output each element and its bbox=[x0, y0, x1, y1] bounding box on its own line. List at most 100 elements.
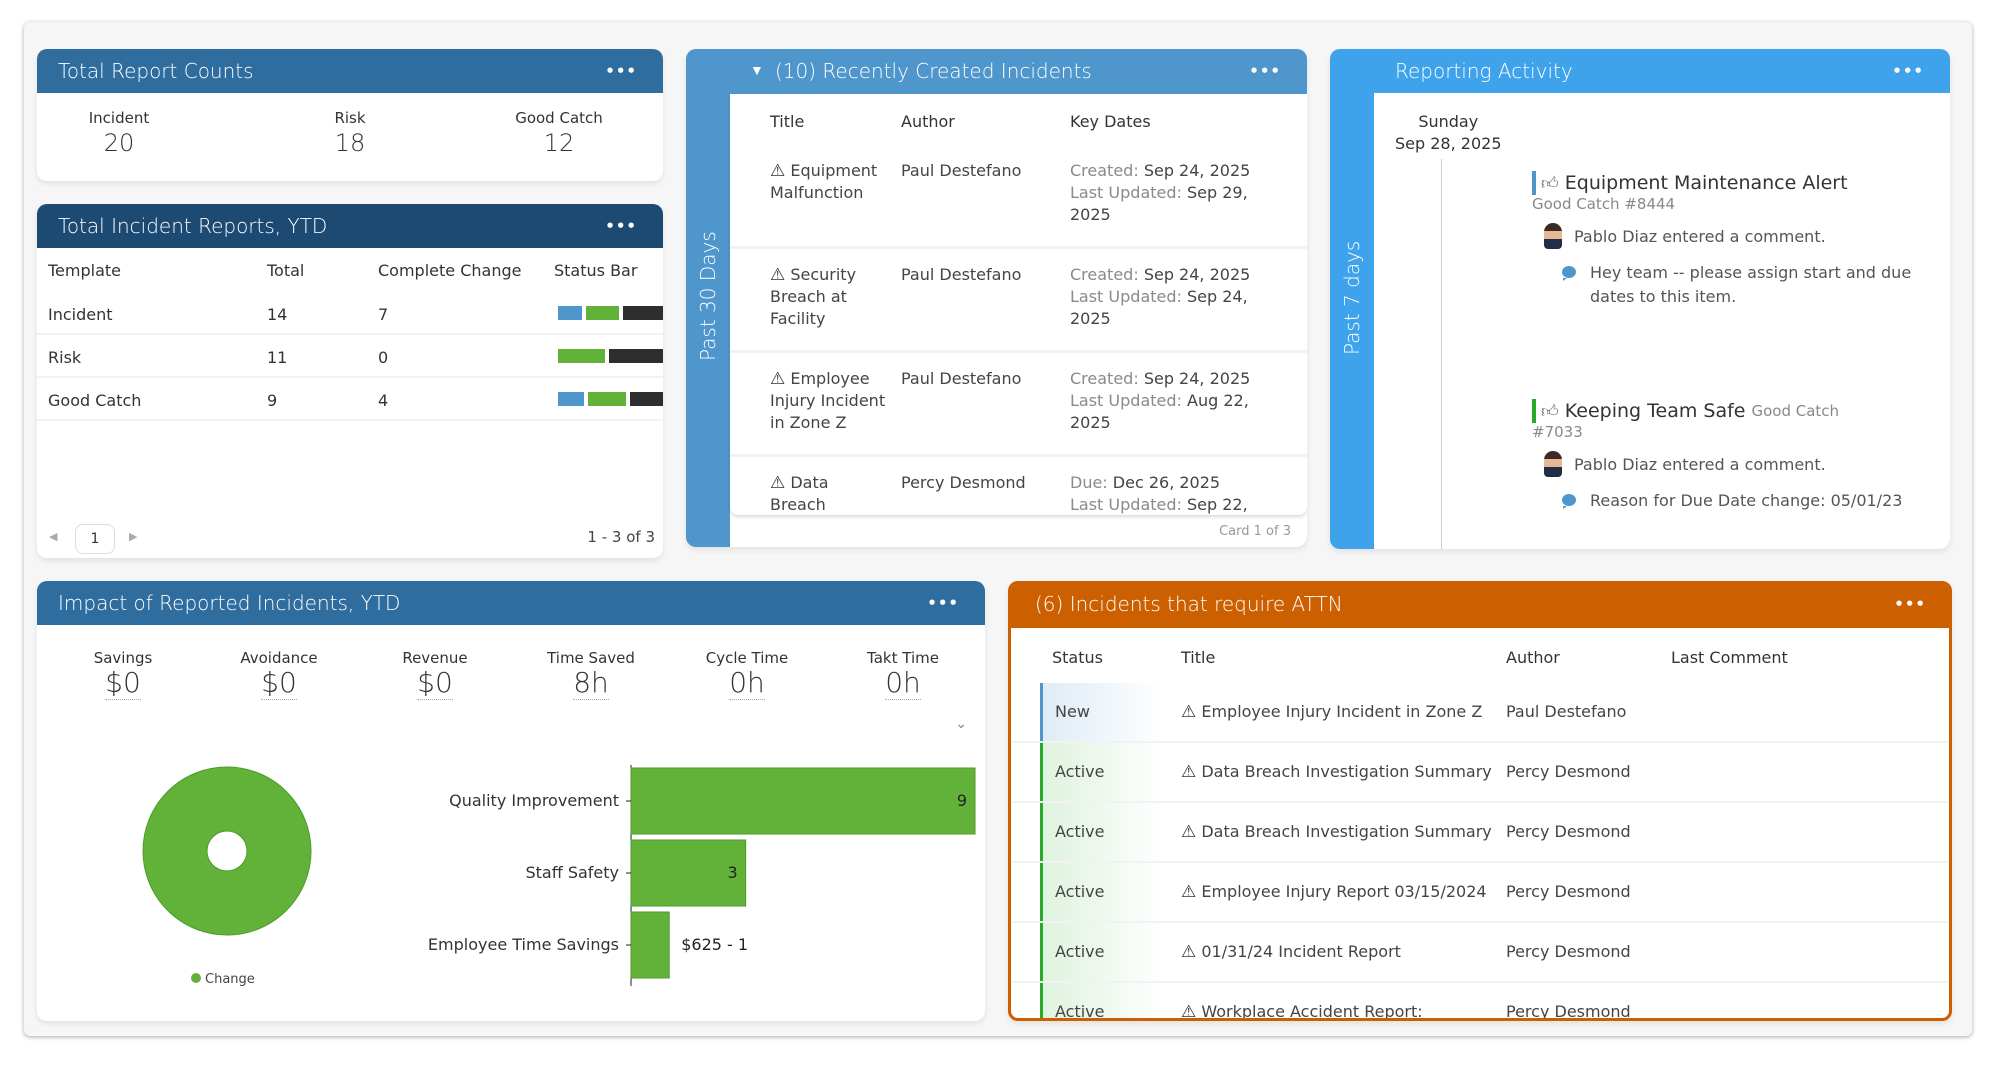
incident-card-row[interactable]: ⚠ Equipment Malfunction Paul Destefano Cre… bbox=[730, 145, 1307, 249]
incident-title[interactable]: ⚠ Security Breach at Facility bbox=[770, 264, 888, 330]
ytd-table: Template Total Complete Change Status Ba… bbox=[37, 248, 663, 421]
table-row[interactable]: Active ⚠ Data Breach Investigation Summar… bbox=[1011, 743, 1949, 803]
panel-header: Total Incident Reports, YTD ••• bbox=[37, 204, 663, 248]
expand-chevron-icon[interactable]: ⌄ bbox=[955, 716, 967, 732]
column-header-total[interactable]: Total bbox=[267, 261, 305, 280]
warning-icon: ⚠ bbox=[1181, 942, 1197, 962]
data-label: 9 bbox=[957, 791, 967, 810]
more-menu-icon[interactable]: ••• bbox=[927, 594, 959, 612]
activity-title[interactable]: Equipment Maintenance Alert bbox=[1564, 172, 1848, 194]
prev-page-icon[interactable]: ◀ bbox=[49, 530, 58, 543]
impact-metric[interactable]: Avoidance $0 bbox=[199, 649, 359, 700]
more-menu-icon[interactable]: ••• bbox=[605, 217, 637, 235]
incident-cards[interactable]: Title Author Key Dates ⚠ Equipment Malfu… bbox=[730, 94, 1307, 515]
status-bar-segment bbox=[558, 392, 584, 406]
table-row[interactable]: Risk 11 0 bbox=[37, 335, 663, 378]
activity-type: Good Catch bbox=[1751, 402, 1840, 420]
incident-author: Percy Desmond bbox=[1506, 942, 1631, 961]
bar[interactable] bbox=[630, 767, 976, 835]
incident-title[interactable]: ⚠ Employee Injury Report 03/15/2024 bbox=[1181, 882, 1487, 902]
date-label: Created: bbox=[1070, 161, 1139, 180]
range-label: Past 7 days bbox=[1340, 240, 1364, 355]
table-row[interactable]: Active ⚠ Data Breach Investigation Summar… bbox=[1011, 803, 1949, 863]
column-header-status[interactable]: Status bbox=[1052, 648, 1103, 667]
count-risk[interactable]: Risk 18 bbox=[250, 109, 450, 157]
cell-total: 11 bbox=[267, 348, 288, 367]
table-row[interactable]: Active ⚠ 01/31/24 Incident Report Percy De… bbox=[1011, 923, 1949, 983]
day-header: Sunday Sep 28, 2025 bbox=[1395, 111, 1502, 155]
incident-title-text: Data Breach Investigation Summary bbox=[1201, 822, 1492, 841]
next-page-icon[interactable]: ▶ bbox=[129, 530, 138, 543]
impact-metric[interactable]: Time Saved 8h bbox=[511, 649, 671, 700]
impact-metric[interactable]: Cycle Time 0h bbox=[667, 649, 827, 700]
donut-slice[interactable] bbox=[142, 766, 312, 936]
warning-icon: ⚠ bbox=[770, 161, 786, 181]
incident-dates: Created: Sep 24, 2025 Last Updated: Sep 2… bbox=[1070, 264, 1270, 330]
status-bar-segment bbox=[608, 349, 663, 363]
incident-title[interactable]: ⚠ Data Breach Investigation Summary bbox=[1181, 822, 1492, 842]
metric-label: Avoidance bbox=[240, 649, 318, 667]
table-row[interactable]: Active ⚠ Employee Injury Report 03/15/202… bbox=[1011, 863, 1949, 923]
more-menu-icon[interactable]: ••• bbox=[1892, 62, 1924, 80]
more-menu-icon[interactable]: ••• bbox=[1894, 595, 1926, 613]
incident-author: Paul Destefano bbox=[1506, 702, 1627, 721]
metric-label: Time Saved bbox=[547, 649, 635, 667]
incident-card-row[interactable]: ⚠ Data Breach Percy Desmond Due: Dec 26, 2… bbox=[730, 457, 1307, 515]
panel-title: Reporting Activity bbox=[1395, 59, 1573, 83]
table-row[interactable]: New ⚠ Employee Injury Incident in Zone Z P… bbox=[1011, 683, 1949, 743]
reporting-activity-panel: Reporting Activity ••• Past 7 days Sunda… bbox=[1330, 49, 1950, 549]
activity-title[interactable]: Keeping Team Safe bbox=[1564, 400, 1746, 422]
more-menu-icon[interactable]: ••• bbox=[605, 62, 637, 80]
activity-item[interactable]: 👍︎ Keeping Team Safe Good Catch #7033 Pa… bbox=[1532, 399, 1950, 513]
incident-title[interactable]: ⚠ 01/31/24 Incident Report bbox=[1181, 942, 1401, 962]
warning-icon: ⚠ bbox=[1181, 1002, 1197, 1021]
more-menu-icon[interactable]: ••• bbox=[1249, 62, 1281, 80]
date-value: Sep 24, 2025 bbox=[1070, 287, 1248, 328]
date-value: Sep 29, 2025 bbox=[1070, 183, 1248, 224]
status-bar-segment bbox=[558, 349, 605, 363]
count-good-catch[interactable]: Good Catch 12 bbox=[459, 109, 659, 157]
table-row[interactable]: Incident 14 7 bbox=[37, 292, 663, 335]
incident-title[interactable]: ⚠ Data Breach bbox=[770, 472, 888, 515]
incident-title[interactable]: ⚠ Equipment Malfunction bbox=[770, 160, 888, 204]
impact-metric[interactable]: Takt Time 0h bbox=[823, 649, 983, 700]
column-header-template[interactable]: Template bbox=[48, 261, 122, 280]
incident-title[interactable]: ⚠ Data Breach Investigation Summary bbox=[1181, 762, 1492, 782]
bar[interactable] bbox=[630, 911, 670, 979]
incident-card-row[interactable]: ⚠ Security Breach at Facility Paul Destef… bbox=[730, 249, 1307, 353]
status-badge: Active bbox=[1040, 923, 1165, 981]
impact-metric[interactable]: Savings $0 bbox=[43, 649, 203, 700]
attn-incidents-panel: (6) Incidents that require ATTN ••• Stat… bbox=[1008, 581, 1952, 1021]
column-header-title: Title bbox=[770, 112, 805, 131]
column-header-author[interactable]: Author bbox=[1506, 648, 1560, 667]
column-header-complete-change[interactable]: Complete Change bbox=[378, 261, 522, 280]
total-report-counts-panel: Total Report Counts ••• Incident 20 Risk… bbox=[37, 49, 663, 181]
status-bar-segment bbox=[630, 392, 663, 406]
incident-title[interactable]: ⚠ Employee Injury Incident in Zone Z bbox=[1181, 702, 1482, 722]
count-incident[interactable]: Incident 20 bbox=[37, 109, 219, 157]
incident-title[interactable]: ⚠ Employee Injury Incident in Zone Z bbox=[770, 368, 888, 434]
activity-item[interactable]: 👍︎ Equipment Maintenance Alert Good Catc… bbox=[1532, 171, 1950, 309]
column-header-status-bar[interactable]: Status Bar bbox=[554, 261, 638, 280]
collapse-caret-icon[interactable]: ▼ bbox=[750, 63, 764, 79]
comment-icon bbox=[1562, 494, 1576, 509]
impact-charts: Change Quality Improvement 9 Staff Safety 3 E… bbox=[142, 765, 976, 987]
metric-label: Savings bbox=[93, 649, 153, 667]
column-header-last-comment[interactable]: Last Comment bbox=[1671, 648, 1788, 667]
incident-card-row[interactable]: ⚠ Employee Injury Incident in Zone Z Paul… bbox=[730, 353, 1307, 457]
incident-dates: Created: Sep 24, 2025 Last Updated: Sep 2… bbox=[1070, 160, 1270, 226]
metric-label: Takt Time bbox=[867, 649, 939, 667]
page-number-input[interactable]: 1 bbox=[75, 524, 115, 554]
impact-metric[interactable]: Revenue $0 bbox=[355, 649, 515, 700]
bar[interactable] bbox=[630, 839, 747, 907]
table-row[interactable]: Active ⚠ Workplace Accident Report: Percy … bbox=[1011, 983, 1949, 1021]
column-header-title[interactable]: Title bbox=[1181, 648, 1216, 667]
incident-title[interactable]: ⚠ Workplace Accident Report: bbox=[1181, 1002, 1423, 1021]
panel-header: Reporting Activity ••• bbox=[1330, 49, 1950, 93]
table-row[interactable]: Good Catch 9 4 bbox=[37, 378, 663, 421]
count-value: 12 bbox=[543, 129, 575, 157]
incident-title-text: 01/31/24 Incident Report bbox=[1201, 942, 1401, 961]
panel-title: (10) Recently Created Incidents bbox=[775, 59, 1092, 83]
type-color-bar bbox=[1532, 399, 1536, 423]
incident-title-text: Employee Injury Incident in Zone Z bbox=[1201, 702, 1483, 721]
